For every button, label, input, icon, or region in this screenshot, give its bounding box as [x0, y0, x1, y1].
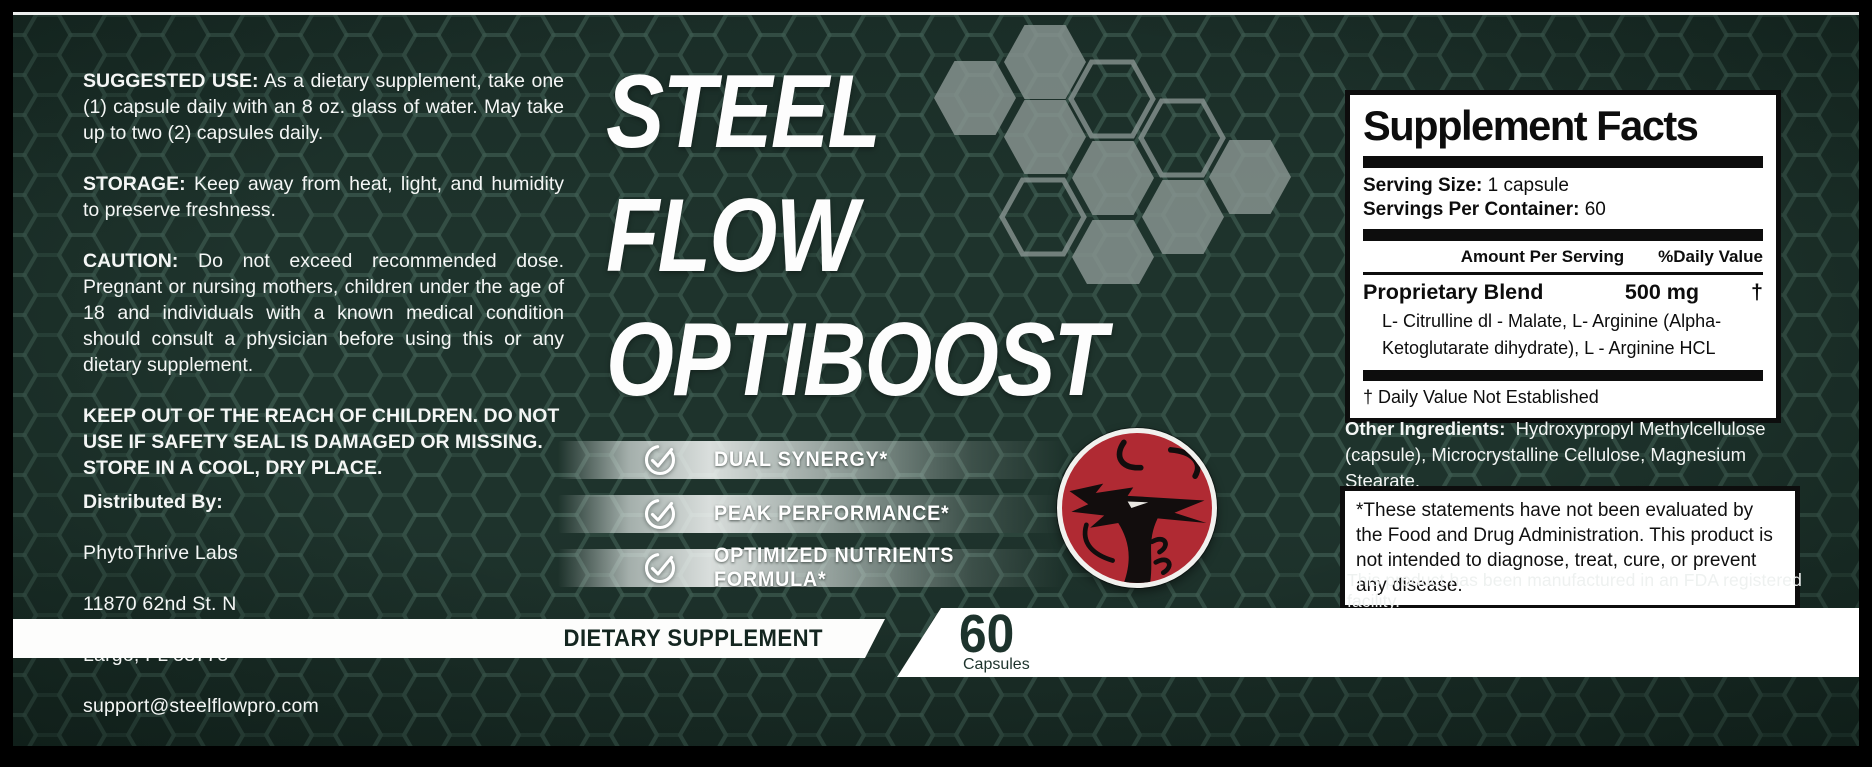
check-circle-icon — [644, 552, 676, 584]
brand-title: STEEL FLOW OPTIBOOST — [606, 50, 1200, 422]
brand-word-optiboost: OPTIBOOST — [606, 301, 1107, 418]
dietary-supplement-banner: DIETARY SUPPLEMENT — [13, 619, 885, 658]
serving-size-value: 1 capsule — [1487, 175, 1569, 196]
divider-bar — [1363, 156, 1763, 168]
blend-daily-value: † — [1751, 280, 1763, 304]
usage-directions-column: SUGGESTED USE: As a dietary supplement, … — [83, 68, 564, 744]
suggested-use-text: As a dietary supplement, take one (1) ca… — [83, 70, 565, 144]
feature-label: OPTIMIZED NUTRIENTS FORMULA* — [714, 544, 955, 591]
blend-ingredients: L- Citrulline dl - Malate, L- Arginine (… — [1382, 311, 1722, 358]
top-accent-line — [13, 12, 1859, 15]
servings-label: Servings Per Container: — [1363, 199, 1580, 220]
facility-note: This product has been manufactured in an… — [1347, 570, 1802, 611]
brand-word-steel: STEEL — [606, 53, 881, 170]
check-circle-icon — [644, 444, 676, 476]
servings-row: Servings Per Container: 60 — [1363, 198, 1763, 222]
serving-size-label: Serving Size: — [1363, 175, 1483, 196]
capsule-count-band: 60 Capsules — [897, 608, 1859, 677]
daily-value-header: %Daily Value — [1658, 247, 1763, 266]
storage-paragraph: STORAGE: Keep away from heat, light, and… — [83, 171, 564, 223]
servings-value: 60 — [1584, 199, 1606, 220]
amount-per-serving-header: Amount Per Serving — [1460, 247, 1625, 266]
check-circle-icon — [644, 498, 676, 530]
distributor-name: PhytoThrive Labs — [83, 542, 238, 564]
storage-text: Keep away from heat, light, and humidity… — [83, 173, 565, 221]
feature-row: PEAK PERFORMANCE* — [558, 495, 1063, 533]
safety-warning: KEEP OUT OF THE REACH OF CHILDREN. DO NO… — [83, 405, 560, 479]
other-ingredients-label: Other Ingredients: — [1345, 418, 1506, 439]
capsule-count: 60 — [959, 604, 1015, 664]
brand-line-3: OPTIBOOST — [606, 298, 1200, 422]
distributed-by-label: Distributed By: — [83, 491, 223, 513]
divider-bar — [1363, 229, 1763, 241]
caution-label: CAUTION: — [83, 250, 179, 272]
daily-value-footnote: † Daily Value Not Established — [1363, 387, 1599, 407]
capsule-unit: Capsules — [963, 656, 1030, 673]
distributor-email: support@steelflowpro.com — [83, 695, 319, 717]
caution-paragraph: CAUTION: Do not exceed recommended dose.… — [83, 248, 564, 378]
serving-size-row: Serving Size: 1 capsule — [1363, 174, 1763, 198]
suggested-use-label: SUGGESTED USE: — [83, 70, 259, 92]
other-ingredients-text: Hydroxypropyl Methylcellulose (capsule),… — [1345, 418, 1766, 491]
other-ingredients: Other Ingredients: Hydroxypropyl Methylc… — [1345, 416, 1801, 494]
dietary-supplement-text: DIETARY SUPPLEMENT — [563, 624, 823, 652]
caution-text: Do not exceed recommended dose. Pregnant… — [83, 250, 564, 376]
brand-line-1: STEEL — [606, 50, 1200, 174]
distributor-street: 11870 62nd St. N — [83, 593, 237, 615]
feature-label: DUAL SYNERGY* — [714, 448, 888, 471]
brand-word-flow: FLOW — [606, 177, 858, 294]
divider-bar — [1363, 370, 1763, 381]
proprietary-blend-row: Proprietary Blend 500 mg † — [1363, 280, 1763, 305]
facts-title: Supplement Facts — [1363, 102, 1699, 149]
feature-row: DUAL SYNERGY* — [558, 441, 1063, 479]
dragon-logo — [1057, 428, 1217, 588]
dragon-silhouette-icon — [1069, 439, 1207, 583]
fda-disclaimer-box: *These statements have not been evaluate… — [1340, 486, 1800, 610]
feature-row: OPTIMIZED NUTRIENTS FORMULA* — [558, 544, 1063, 591]
blend-name: Proprietary Blend — [1363, 280, 1544, 304]
suggested-use-paragraph: SUGGESTED USE: As a dietary supplement, … — [83, 68, 564, 146]
blend-amount: 500 mg — [1624, 280, 1700, 304]
brand-line-2: FLOW — [606, 174, 1200, 298]
facts-header-row: Amount Per Serving %Daily Value — [1363, 247, 1763, 267]
divider-bar-thin — [1363, 272, 1763, 275]
storage-label: STORAGE: — [83, 173, 186, 195]
feature-label: PEAK PERFORMANCE* — [714, 502, 950, 525]
supplement-facts-panel: Supplement Facts Serving Size: 1 capsule… — [1345, 90, 1781, 423]
